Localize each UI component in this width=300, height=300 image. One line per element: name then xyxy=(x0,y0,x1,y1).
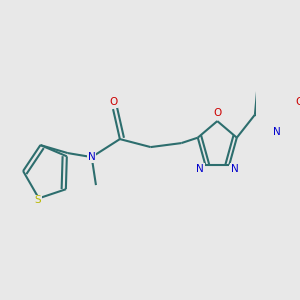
Text: S: S xyxy=(35,195,41,205)
Text: O: O xyxy=(213,108,221,118)
Text: O: O xyxy=(109,97,117,107)
Text: N: N xyxy=(231,164,239,173)
Text: N: N xyxy=(273,127,281,137)
Text: N: N xyxy=(196,164,204,173)
Text: O: O xyxy=(296,97,300,107)
Text: N: N xyxy=(88,152,96,162)
